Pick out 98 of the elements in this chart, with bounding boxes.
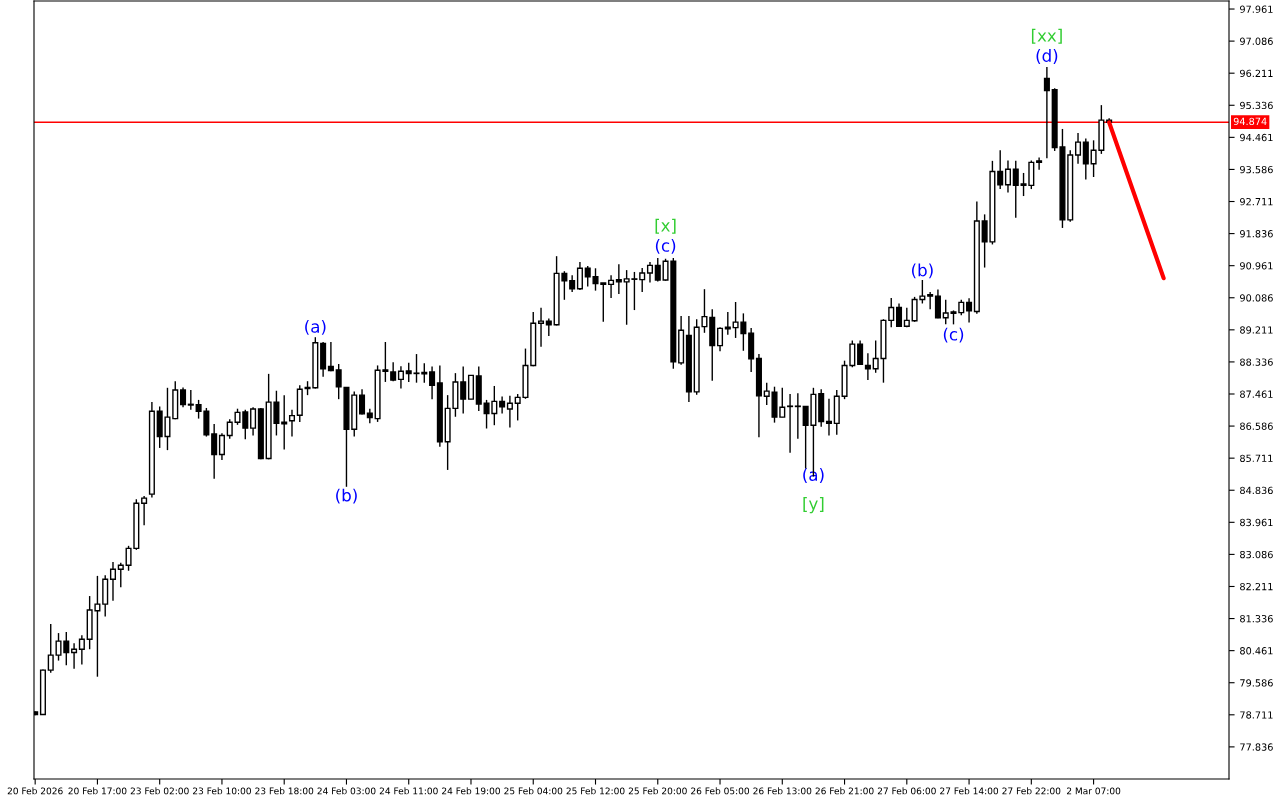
candlestick	[545, 317, 552, 337]
candlestick	[78, 634, 85, 666]
x-tick-label: 2 Mar 07:00	[1066, 787, 1121, 795]
y-tick-label: 93.586	[1240, 165, 1273, 174]
candlestick	[934, 288, 941, 319]
candlestick	[646, 261, 654, 284]
x-tick-label: 23 Feb 18:00	[255, 787, 314, 795]
annotation: [y]	[803, 497, 824, 514]
y-tick-label: 89.211	[1240, 326, 1273, 334]
x-tick-label: 24 Feb 19:00	[442, 787, 500, 795]
candlestick	[794, 392, 801, 440]
x-tick-label: 23 Feb 10:00	[193, 787, 251, 795]
y-tick-label: 85.711	[1240, 454, 1273, 462]
candlestick	[327, 341, 334, 372]
x-tick-label: 25 Feb 04:00	[504, 787, 563, 795]
x-tick-label: 24 Feb 03:00	[317, 787, 376, 795]
x-tick-label: 27 Feb 14:00	[940, 787, 999, 795]
candlestick	[857, 339, 864, 366]
x-tick-label: 26 Feb 05:00	[691, 787, 750, 795]
candlestick	[288, 409, 296, 438]
candlestick	[997, 149, 1004, 190]
candlestick	[141, 495, 148, 526]
x-tick-label: 27 Feb 06:00	[877, 787, 936, 795]
y-tick-label: 95.336	[1240, 101, 1273, 110]
y-tick-label: 79.586	[1240, 679, 1273, 687]
annotation: (b)	[912, 263, 933, 279]
annotation: [x]	[655, 218, 676, 234]
y-tick-label: 83.086	[1240, 550, 1273, 559]
annotation: (c)	[943, 327, 964, 343]
y-tick-label: 88.336	[1240, 358, 1273, 366]
y-tick-label: 84.836	[1240, 486, 1273, 495]
candlestick	[537, 307, 545, 348]
candlestick	[218, 432, 225, 461]
x-tick-label: 25 Feb 12:00	[566, 787, 625, 795]
y-tick-label: 96.211	[1240, 69, 1273, 78]
candlestick	[966, 297, 973, 324]
x-tick-label: 26 Feb 21:00	[815, 787, 874, 795]
candlestick	[576, 261, 583, 291]
candlestick	[1043, 66, 1050, 159]
candlestick	[71, 642, 78, 670]
ref-line-label: 94.874	[1233, 117, 1267, 126]
candlestick	[716, 326, 724, 352]
candlestick	[639, 267, 646, 293]
candlestick	[615, 263, 622, 295]
candlestick	[335, 363, 342, 400]
y-tick-label: 77.836	[1240, 743, 1273, 751]
candlestick	[1074, 132, 1082, 165]
candlestick	[1004, 159, 1012, 194]
candlestick	[1082, 137, 1089, 181]
candlestick	[397, 365, 404, 390]
candlestick	[701, 288, 708, 334]
candlestick	[460, 365, 467, 415]
candlestick	[180, 386, 187, 408]
x-tick-label: 27 Feb 22:00	[1002, 787, 1061, 795]
annotation: (a)	[305, 319, 326, 335]
y-tick-label: 86.586	[1240, 422, 1273, 430]
x-tick-label: 20 Feb 17:00	[68, 787, 127, 795]
candlestick	[109, 561, 117, 602]
candlestick	[787, 393, 794, 454]
annotation: (d)	[1036, 49, 1058, 64]
y-tick-label: 80.461	[1240, 647, 1273, 655]
y-tick-label: 82.211	[1240, 582, 1273, 591]
x-tick-label: 23 Feb 02:00	[130, 787, 189, 795]
candlestick	[927, 291, 934, 311]
y-tick-label: 91.836	[1240, 230, 1273, 238]
candlestick	[250, 406, 257, 437]
candlestick	[359, 388, 366, 416]
annotation: (b)	[336, 488, 357, 504]
y-tick-label: 83.961	[1240, 518, 1273, 527]
candlestick	[1012, 160, 1019, 219]
y-tick-label: 81.336	[1240, 615, 1273, 623]
x-tick-label: 26 Feb 13:00	[753, 787, 812, 795]
candlestick	[864, 352, 871, 381]
y-tick-label: 97.086	[1240, 37, 1273, 45]
candlestick	[825, 398, 833, 437]
y-tick-label: 90.961	[1240, 262, 1273, 270]
candlestick	[117, 561, 124, 588]
y-tick-label: 87.461	[1240, 390, 1273, 398]
annotation: [xx]	[1031, 28, 1062, 44]
y-tick-label: 94.461	[1240, 133, 1273, 142]
candlestick	[888, 297, 895, 329]
y-tick-label: 78.711	[1240, 711, 1273, 719]
candlestick	[429, 365, 436, 400]
y-tick-label: 97.961	[1240, 5, 1273, 13]
candlestick	[467, 374, 475, 400]
x-tick-label: 24 Feb 11:00	[379, 787, 438, 795]
candlestick	[608, 274, 615, 299]
annotation: (c)	[655, 238, 676, 254]
candlestick	[187, 389, 194, 411]
y-tick-label: 92.711	[1240, 197, 1273, 206]
candlestick	[895, 302, 903, 328]
x-tick-label: 20 Feb 2026	[7, 787, 63, 795]
x-tick-label: 25 Feb 20:00	[628, 787, 687, 795]
candlestick	[1036, 156, 1043, 171]
candlestick	[506, 395, 513, 429]
candlestick	[211, 423, 218, 480]
y-tick-label: 90.086	[1240, 294, 1273, 302]
annotation: (a)	[803, 468, 824, 483]
